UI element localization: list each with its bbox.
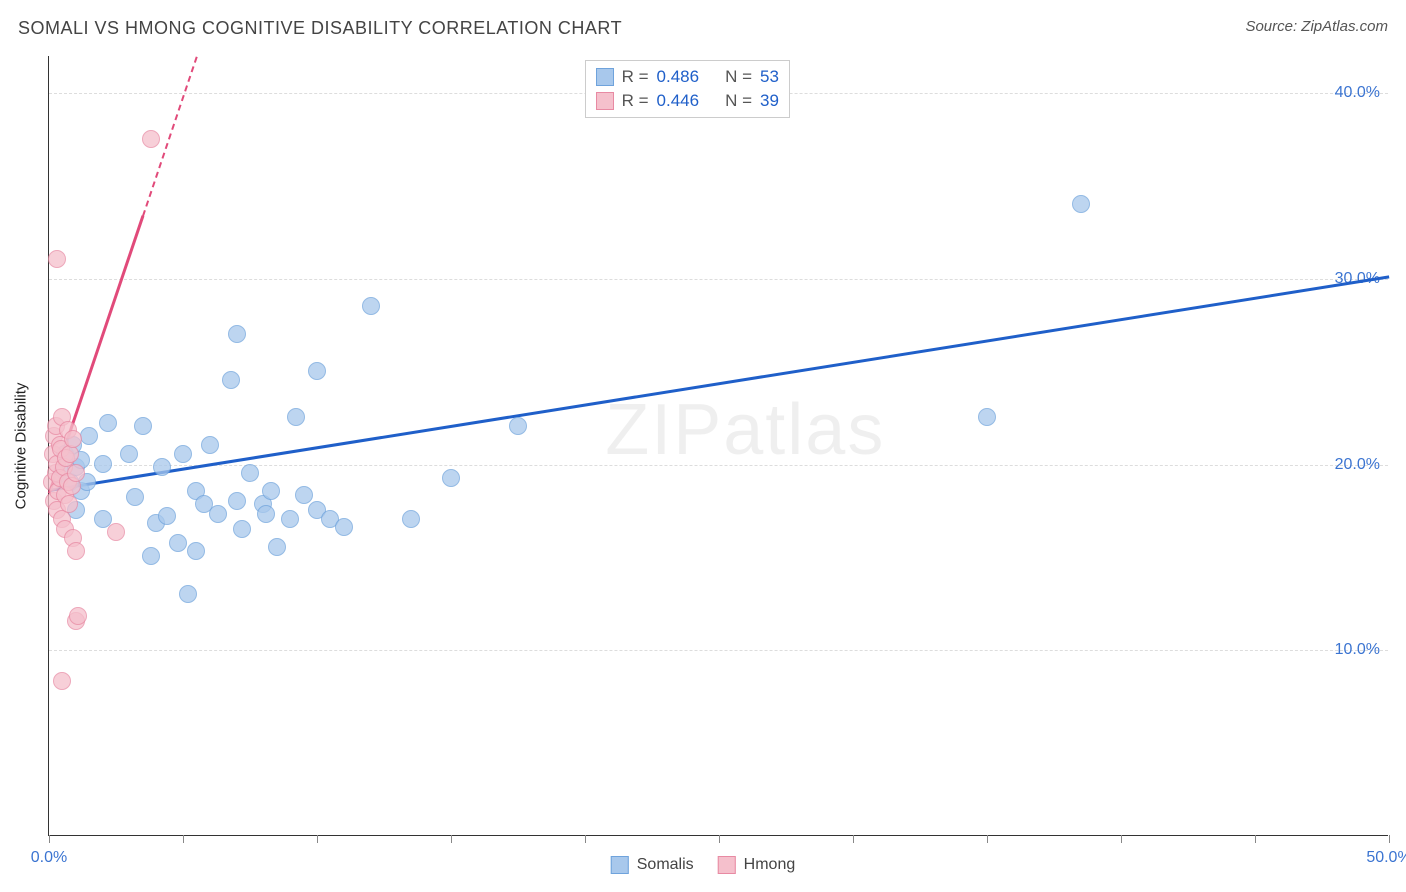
data-point-somalis [241,464,259,482]
series-swatch [596,92,614,110]
data-point-somalis [174,445,192,463]
x-tick-label: 50.0% [1366,849,1406,867]
data-point-somalis [134,417,152,435]
data-point-somalis [257,505,275,523]
data-point-somalis [169,534,187,552]
data-point-somalis [268,538,286,556]
series-swatch [596,68,614,86]
y-axis-title: Cognitive Disability [13,382,30,509]
data-point-somalis [126,488,144,506]
data-point-hmong [64,430,82,448]
data-point-hmong [107,523,125,541]
data-point-hmong [67,542,85,560]
n-label: N = [725,91,752,111]
source-attribution: Source: ZipAtlas.com [1245,18,1388,35]
r-value: 0.446 [657,91,700,111]
n-value: 53 [760,67,779,87]
data-point-somalis [308,362,326,380]
x-tick [49,835,50,843]
data-point-hmong [48,250,66,268]
x-tick [183,835,184,843]
legend-swatch [718,856,736,874]
data-point-somalis [442,469,460,487]
data-point-somalis [228,325,246,343]
stats-row: R = 0.486 N = 53 [596,65,779,89]
gridline [49,650,1388,651]
data-point-somalis [99,414,117,432]
x-tick [987,835,988,843]
trend-line-somalis [49,275,1389,491]
data-point-somalis [94,455,112,473]
data-point-somalis [120,445,138,463]
r-label: R = [622,91,649,111]
x-tick [1389,835,1390,843]
legend-item: Hmong [718,856,796,874]
x-tick [317,835,318,843]
r-value: 0.486 [657,67,700,87]
data-point-somalis [1072,195,1090,213]
y-tick-label: 20.0% [1335,456,1380,474]
x-tick [719,835,720,843]
data-point-somalis [402,510,420,528]
data-point-somalis [80,427,98,445]
data-point-somalis [222,371,240,389]
plot-area: Cognitive Disability ZIPatlas 10.0%20.0%… [48,56,1388,836]
legend-item: Somalis [611,856,694,874]
y-tick-label: 40.0% [1335,84,1380,102]
data-point-somalis [262,482,280,500]
data-point-somalis [295,486,313,504]
x-tick [853,835,854,843]
n-value: 39 [760,91,779,111]
data-point-hmong [142,130,160,148]
data-point-hmong [60,495,78,513]
data-point-somalis [287,408,305,426]
watermark: ZIPatlas [605,389,885,471]
data-point-somalis [228,492,246,510]
data-point-somalis [362,297,380,315]
data-point-somalis [187,542,205,560]
x-tick [1121,835,1122,843]
data-point-somalis [281,510,299,528]
x-tick [451,835,452,843]
correlation-stats-box: R = 0.486 N = 53 R = 0.446 N = 39 [585,60,790,118]
data-point-somalis [153,458,171,476]
data-point-somalis [158,507,176,525]
data-point-somalis [142,547,160,565]
legend-label: Hmong [744,856,796,874]
stats-row: R = 0.446 N = 39 [596,89,779,113]
data-point-somalis [978,408,996,426]
data-point-somalis [201,436,219,454]
legend-label: Somalis [637,856,694,874]
y-tick-label: 10.0% [1335,641,1380,659]
x-tick [585,835,586,843]
x-tick-label: 0.0% [31,849,67,867]
x-tick [1255,835,1256,843]
data-point-hmong [53,672,71,690]
data-point-somalis [509,417,527,435]
data-point-somalis [179,585,197,603]
data-point-somalis [209,505,227,523]
data-point-hmong [67,464,85,482]
n-label: N = [725,67,752,87]
data-point-somalis [233,520,251,538]
chart-title: SOMALI VS HMONG COGNITIVE DISABILITY COR… [18,18,622,38]
gridline [49,279,1388,280]
chart-header: SOMALI VS HMONG COGNITIVE DISABILITY COR… [18,18,1388,46]
data-point-hmong [69,607,87,625]
data-point-somalis [335,518,353,536]
r-label: R = [622,67,649,87]
series-legend: Somalis Hmong [611,856,795,874]
legend-swatch [611,856,629,874]
